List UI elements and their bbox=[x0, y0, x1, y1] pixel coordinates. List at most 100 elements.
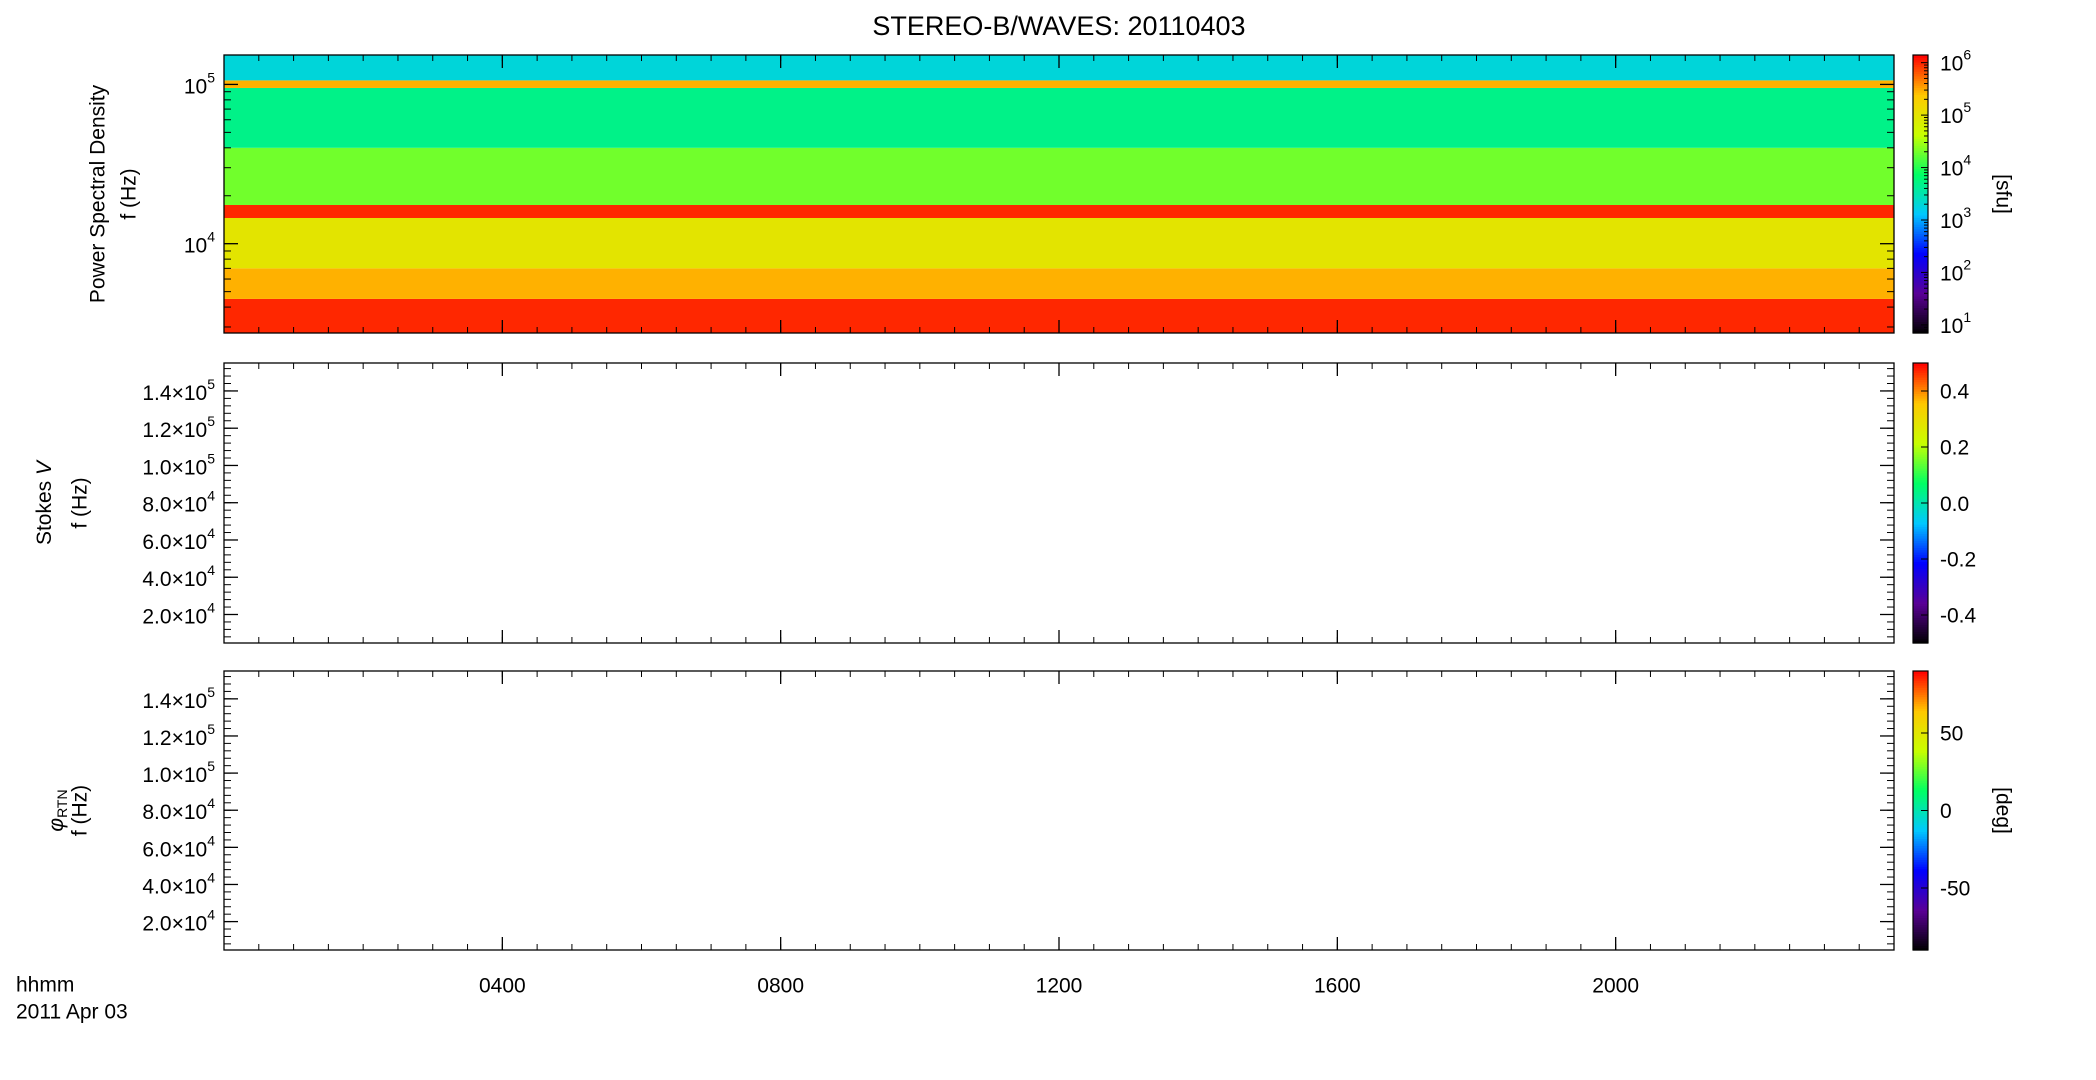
colorbar-cell bbox=[1913, 68, 1928, 72]
tick-label-sup: 5 bbox=[207, 721, 215, 737]
colorbar-cell bbox=[1913, 619, 1928, 623]
colorbar-cell bbox=[1913, 817, 1928, 821]
tick-label: 0.0 bbox=[1940, 493, 1969, 516]
colorbar-cell bbox=[1913, 815, 1928, 819]
colorbar-cell bbox=[1913, 168, 1928, 172]
colorbar-cell bbox=[1913, 126, 1928, 130]
colorbar-cell bbox=[1913, 136, 1928, 139]
colorbar-cell bbox=[1913, 673, 1928, 677]
tick-label-text: 1.2×10 bbox=[142, 727, 207, 750]
colorbar-cell bbox=[1913, 89, 1928, 93]
colorbar-cell bbox=[1913, 219, 1928, 223]
colorbar-cell bbox=[1913, 898, 1928, 902]
colorbar-cell bbox=[1913, 801, 1928, 805]
colorbar-cell bbox=[1913, 363, 1928, 366]
colorbar-cell bbox=[1913, 374, 1928, 378]
colorbar-cell bbox=[1913, 521, 1928, 525]
colorbar-cell bbox=[1913, 601, 1928, 604]
colorbar-cell bbox=[1913, 731, 1928, 735]
colorbar-cell bbox=[1913, 752, 1928, 756]
tick-label: 1.4×105 bbox=[142, 684, 215, 713]
tick-label-text: 10 bbox=[1940, 105, 1963, 128]
colorbar-cell bbox=[1913, 291, 1928, 295]
colorbar-cell bbox=[1913, 198, 1928, 202]
colorbar-cell bbox=[1913, 617, 1928, 621]
colorbar-cell bbox=[1913, 302, 1928, 306]
colorbar-cell bbox=[1913, 912, 1928, 916]
colorbar-cell bbox=[1913, 96, 1928, 100]
colorbar-cell bbox=[1913, 840, 1928, 844]
colorbar-cell bbox=[1913, 463, 1928, 467]
colorbar-cell bbox=[1913, 305, 1928, 309]
colorbar-cell bbox=[1913, 454, 1928, 457]
tick-label-sup: 5 bbox=[207, 450, 215, 466]
colorbar-cell bbox=[1913, 412, 1928, 415]
colorbar-cell bbox=[1913, 517, 1928, 520]
colorbar-cell bbox=[1913, 538, 1928, 541]
tick-label-sup: 5 bbox=[207, 376, 215, 392]
colorbar-cell bbox=[1913, 254, 1928, 258]
colorbar-frame bbox=[1912, 54, 1929, 334]
colorbar-cell bbox=[1913, 112, 1928, 116]
colorbar-cell bbox=[1913, 915, 1928, 919]
colorbar-cell bbox=[1913, 936, 1928, 939]
tick-label: 1.2×105 bbox=[142, 413, 215, 442]
tick-label: -50 bbox=[1940, 878, 1970, 901]
tick-label-text: 10 bbox=[184, 75, 207, 98]
colorbar-cell bbox=[1913, 491, 1928, 495]
tick-label-sup: 4 bbox=[1963, 151, 1971, 167]
colorbar-cell bbox=[1913, 803, 1928, 807]
colorbar-cell bbox=[1913, 782, 1928, 786]
colorbar-cell bbox=[1913, 677, 1928, 681]
tick-label-sup: 5 bbox=[1963, 99, 1971, 115]
colorbar-cell bbox=[1913, 182, 1928, 186]
colorbar-cell bbox=[1913, 873, 1928, 877]
colorbar-cell bbox=[1913, 908, 1928, 912]
x-tick-label: 2000 bbox=[1592, 975, 1639, 998]
colorbar-cell bbox=[1913, 435, 1928, 439]
colorbar-cell bbox=[1913, 251, 1928, 255]
colorbar-cell bbox=[1913, 270, 1928, 274]
tick-label-sup: 5 bbox=[207, 69, 215, 85]
colorbar-cell bbox=[1913, 472, 1928, 476]
colorbar-cell bbox=[1913, 759, 1928, 763]
colorbar-cell bbox=[1913, 798, 1928, 802]
colorbar-cell bbox=[1913, 233, 1928, 237]
colorbar-cell bbox=[1913, 293, 1928, 297]
colorbar-cell bbox=[1913, 671, 1928, 674]
tick-label: 1.4×105 bbox=[142, 376, 215, 405]
colorbar-cell bbox=[1913, 512, 1928, 516]
colorbar-cell bbox=[1913, 549, 1928, 553]
colorbar-cell bbox=[1913, 505, 1928, 509]
colorbar-cell bbox=[1913, 298, 1928, 302]
colorbar-cell bbox=[1913, 926, 1928, 930]
colorbar-cell bbox=[1913, 514, 1928, 518]
colorbar-cell bbox=[1913, 610, 1928, 614]
colorbar-cell bbox=[1913, 184, 1928, 188]
colorbar-cell bbox=[1913, 194, 1928, 197]
colorbar-cell bbox=[1913, 92, 1928, 95]
colorbar-cell bbox=[1913, 249, 1928, 253]
colorbar-cell bbox=[1913, 468, 1928, 471]
colorbar-cell bbox=[1913, 784, 1928, 788]
colorbar-cell bbox=[1913, 701, 1928, 705]
tick-label: 0.2 bbox=[1940, 437, 1969, 460]
colorbar-cell bbox=[1913, 312, 1928, 316]
colorbar-cell bbox=[1913, 708, 1928, 712]
tick-label-sup: 4 bbox=[207, 599, 215, 615]
plot-frame bbox=[223, 362, 1895, 644]
colorbar-cell bbox=[1913, 326, 1928, 329]
colorbar-cell bbox=[1913, 743, 1928, 746]
colorbar-cell bbox=[1913, 775, 1928, 779]
colorbar-cell bbox=[1913, 831, 1928, 835]
colorbar-cell bbox=[1913, 584, 1928, 588]
colorbar-cell bbox=[1913, 773, 1928, 777]
colorbar-cell bbox=[1913, 629, 1928, 632]
colorbar-cell bbox=[1913, 922, 1928, 926]
tick-label: 8.0×104 bbox=[142, 795, 215, 824]
colorbar-cell bbox=[1913, 500, 1928, 504]
colorbar-cell bbox=[1913, 187, 1928, 190]
colorbar-cell bbox=[1913, 929, 1928, 932]
colorbar-cell bbox=[1913, 917, 1928, 921]
tick-label: 101 bbox=[1940, 309, 1971, 338]
